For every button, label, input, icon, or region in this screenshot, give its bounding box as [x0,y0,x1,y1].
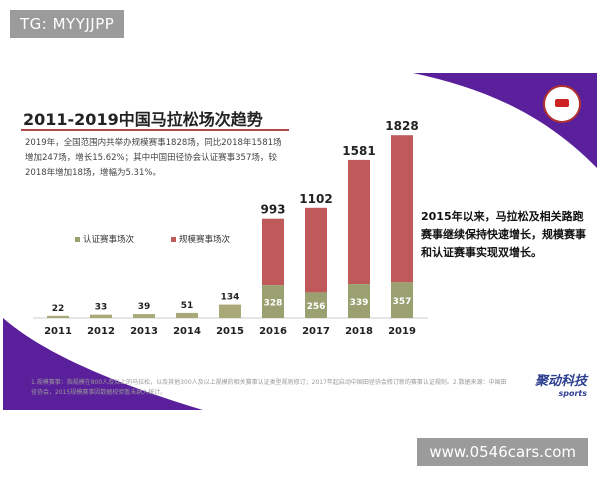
tick-label-2018: 2018 [345,326,373,337]
tick-label-2014: 2014 [173,326,201,337]
label-total-2017: 1102 [299,192,332,206]
purple-swoosh-bottom [3,318,203,410]
bar-certified-2017 [305,292,327,318]
tick-label-2016: 2016 [259,326,287,337]
bar-scale-2016 [262,218,284,286]
bar-scale-2012 [90,314,112,318]
label-total-2015: 134 [221,293,240,303]
label-total-2016: 993 [260,203,285,217]
bar-certified-2016 [262,285,284,318]
summary-text: 2019年，全国范围内共举办规模赛事1828场，同比2018年1581场增加24… [25,138,282,178]
label-certified-2019: 357 [393,297,412,307]
bar-scale-2014 [176,312,198,318]
slide: 2011-2019中国马拉松场次趋势 2019年，全国范围内共举办规模赛事182… [3,73,597,410]
right-note: 2015年以来，马拉松及相关路跑赛事继续保持快速增长，规模赛事和认证赛事实现双增… [421,210,586,259]
brand-name: 聚动科技 [534,374,587,389]
label-certified-2018: 339 [350,298,369,308]
label-total-2018: 1581 [342,144,375,158]
bar-scale-2017 [305,207,327,293]
title-rule [21,129,289,131]
bar-scale-2018 [348,159,370,285]
footnote: 1.规模赛事：指规模在800人及以上的马拉松，以及其他300人及以上规模的相关赛… [31,379,507,396]
bar-scale-2015 [219,304,241,318]
brand-logo: 聚动科技 sports [534,374,587,400]
legend-swatch-scale [171,236,176,242]
legend-certified: 认证赛事场次 [75,233,134,245]
label-total-2011: 22 [52,304,65,314]
bar-scale-2019 [391,135,413,283]
watermark-bottom: www.0546cars.com [417,438,588,466]
tick-label-2013: 2013 [130,326,158,337]
tick-label-2012: 2012 [87,326,115,337]
legend-label-certified: 认证赛事场次 [83,235,135,245]
watermark-top: TG: MYYJJPP [10,10,125,38]
tick-label-2011: 2011 [44,326,72,337]
legend-label-scale: 规模赛事场次 [179,235,231,245]
brand-sub: sports [558,389,587,398]
tick-label-2017: 2017 [302,326,330,337]
tick-label-2015: 2015 [216,326,244,337]
bar-scale-2011 [47,315,69,318]
bar-chart: 22 2011 33 2012 39 2013 51 2014 134 2015 328 993 201… [33,119,428,337]
label-total-2014: 51 [181,301,194,311]
association-logo [543,85,581,123]
label-total-2013: 39 [138,302,151,312]
bar-certified-2019 [391,282,413,318]
bar-certified-2018 [348,284,370,318]
tick-label-2019: 2019 [388,326,416,337]
label-total-2012: 33 [95,303,108,313]
legend-swatch-certified [75,236,80,242]
chart-title: 2011-2019中国马拉松场次趋势 [23,110,263,129]
label-certified-2016: 328 [264,299,283,309]
label-total-2019: 1828 [385,119,418,133]
label-certified-2017: 256 [307,302,326,312]
legend-scale: 规模赛事场次 [171,233,230,245]
bar-scale-2013 [133,314,155,318]
